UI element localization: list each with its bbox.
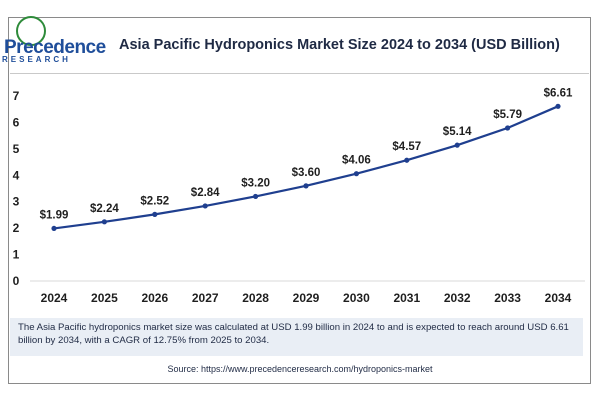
data-label: $2.52 <box>140 195 169 207</box>
y-tick-label: 3 <box>13 195 20 209</box>
x-tick-label: 2027 <box>192 291 219 305</box>
y-tick-label: 4 <box>13 168 20 182</box>
chart-title: Asia Pacific Hydroponics Market Size 202… <box>119 37 560 53</box>
data-label: $2.84 <box>191 187 220 199</box>
x-tick-label: 2034 <box>545 291 572 305</box>
data-label: $3.60 <box>292 167 321 179</box>
x-tick-label: 2026 <box>141 291 168 305</box>
x-tick-label: 2025 <box>91 291 118 305</box>
y-tick-label: 5 <box>13 142 20 156</box>
data-point <box>202 203 208 209</box>
data-point <box>555 103 561 109</box>
data-point <box>454 142 460 148</box>
y-tick-label: 2 <box>13 221 20 235</box>
source-text: Source: https://www.precedenceresearch.c… <box>167 364 433 374</box>
logo-leaf-icon <box>16 16 46 46</box>
x-tick-label: 2030 <box>343 291 370 305</box>
data-point <box>253 193 259 200</box>
data-label: $6.61 <box>544 87 573 99</box>
x-tick-label: 2029 <box>293 291 320 305</box>
data-point <box>51 225 57 232</box>
data-point <box>404 157 410 163</box>
x-tick-label: 2024 <box>41 291 68 305</box>
x-tick-label: 2033 <box>494 291 521 305</box>
data-point <box>101 219 107 225</box>
x-tick-label: 2028 <box>242 291 269 305</box>
y-tick-label: 7 <box>13 89 20 103</box>
data-label: $3.20 <box>241 177 270 189</box>
logo-text: Precedence <box>4 37 106 58</box>
y-tick-label: 0 <box>13 274 20 288</box>
data-label: $4.57 <box>392 141 421 153</box>
data-label: $1.99 <box>40 209 69 221</box>
data-label: $5.79 <box>493 109 522 121</box>
data-label: $2.24 <box>90 203 119 215</box>
data-point <box>505 125 511 131</box>
y-tick-label: 1 <box>13 248 20 262</box>
x-tick-label: 2032 <box>444 291 471 305</box>
x-tick-label: 2031 <box>393 291 420 305</box>
data-point <box>353 171 359 177</box>
logo-subtext: RESEARCH <box>2 55 71 64</box>
data-label: $4.06 <box>342 155 371 167</box>
title-divider <box>10 73 589 74</box>
description-box: The Asia Pacific hydroponics market size… <box>10 318 583 356</box>
data-label: $5.14 <box>443 126 472 138</box>
y-tick-label: 6 <box>13 115 20 129</box>
data-point <box>303 183 309 189</box>
data-point <box>152 211 158 217</box>
